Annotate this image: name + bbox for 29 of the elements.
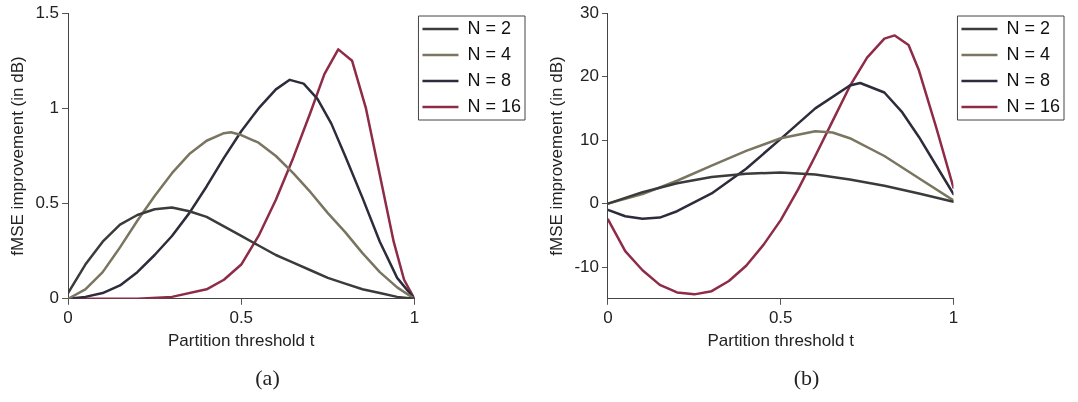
x-tick-label: 0 bbox=[63, 307, 73, 327]
y-tick-label: 10 bbox=[580, 129, 599, 149]
legend-label: N = 16 bbox=[467, 95, 522, 116]
y-axis-title: fMSE improvement (in dB) bbox=[546, 56, 566, 256]
legend-label: N = 8 bbox=[1006, 69, 1050, 90]
text: (a) bbox=[255, 364, 280, 390]
y-tick-label: 1.5 bbox=[35, 2, 60, 22]
y-tick-label: 1 bbox=[49, 98, 60, 118]
x-tick-label: 0.5 bbox=[229, 307, 254, 327]
x-axis-title: Partition threshold t bbox=[707, 331, 855, 351]
x-tick-label: 0.5 bbox=[768, 307, 793, 327]
x-tick-label: 1 bbox=[409, 307, 420, 327]
legend-label: N = 16 bbox=[1006, 95, 1061, 116]
x-tick-label: 1 bbox=[948, 307, 959, 327]
y-axis-title: fMSE improvement (in dB) bbox=[7, 56, 27, 256]
y-tick-label: 0 bbox=[589, 193, 599, 213]
y-tick-label: 0.5 bbox=[35, 193, 60, 213]
legend-label: N = 2 bbox=[1006, 17, 1050, 38]
x-axis-title: Partition threshold t bbox=[168, 331, 315, 351]
legend-label: N = 8 bbox=[467, 69, 511, 90]
x-tick-label: 0 bbox=[603, 307, 613, 327]
legend-label: N = 2 bbox=[467, 17, 511, 38]
y-tick-label: 0 bbox=[49, 288, 60, 308]
y-tick-label: 20 bbox=[580, 66, 599, 86]
legend-label: N = 4 bbox=[1006, 43, 1050, 64]
text: (b) bbox=[793, 364, 820, 390]
legend-label: N = 4 bbox=[467, 43, 511, 64]
y-tick-label: -10 bbox=[574, 256, 599, 276]
y-tick-label: 30 bbox=[580, 2, 599, 22]
